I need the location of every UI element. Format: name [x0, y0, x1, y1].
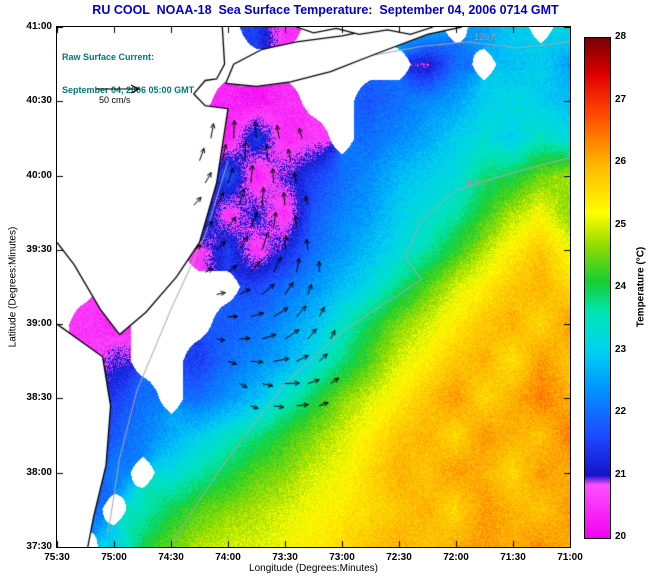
x-tick-label: 72:30 — [386, 552, 412, 563]
x-tick-label: 73:30 — [272, 552, 298, 563]
reference-arrow-label: 50 cm/s — [99, 95, 131, 105]
x-tick-label: 74:00 — [215, 552, 241, 563]
annotation-line1: Raw Surface Current: — [62, 52, 155, 62]
x-tick-label: 73:00 — [329, 552, 355, 563]
colorbar-tick-label: 28 — [615, 31, 627, 42]
x-tick-label: 75:00 — [101, 552, 127, 563]
x-tick-label: 72:00 — [443, 552, 469, 563]
colorbar-tick-label: 20 — [615, 531, 627, 542]
isobath-label-120ft: 120 ft — [473, 32, 497, 43]
x-tick-label: 75:30 — [44, 552, 70, 563]
y-tick-label: 37:30 — [26, 541, 52, 552]
y-tick-label: 39:00 — [26, 318, 52, 330]
colorbar — [584, 37, 611, 539]
colorbar-tick-label: 22 — [615, 406, 627, 417]
colorbar-tick-label: 24 — [615, 281, 627, 292]
isobath-label-300ft: 300 ft — [464, 178, 488, 188]
x-axis-label: Longitude (Degrees:Minutes) — [249, 563, 378, 574]
reference-arrow-icon — [96, 84, 141, 94]
colorbar-tick-label: 27 — [615, 93, 627, 105]
y-tick-label: 40:30 — [26, 95, 52, 107]
x-tick-label: 74:30 — [158, 552, 184, 563]
colorbar-tick-label: 21 — [615, 468, 627, 480]
sst-map-canvas — [57, 27, 570, 547]
y-tick-label: 39:30 — [26, 243, 52, 255]
y-tick-label: 41:00 — [26, 21, 52, 32]
colorbar-tick-label: 26 — [615, 156, 627, 167]
figure-title: RU COOL NOAA-18 Sea Surface Temperature:… — [92, 3, 559, 17]
y-tick-label: 40:00 — [26, 169, 52, 181]
y-tick-label: 38:30 — [26, 392, 52, 404]
y-tick-label: 38:00 — [26, 466, 52, 478]
colorbar-tick-label: 23 — [615, 343, 627, 355]
x-tick-label: 71:00 — [557, 552, 583, 563]
colorbar-tick-label: 25 — [615, 218, 627, 230]
plot-frame — [56, 26, 571, 548]
x-tick-label: 71:30 — [500, 552, 526, 563]
